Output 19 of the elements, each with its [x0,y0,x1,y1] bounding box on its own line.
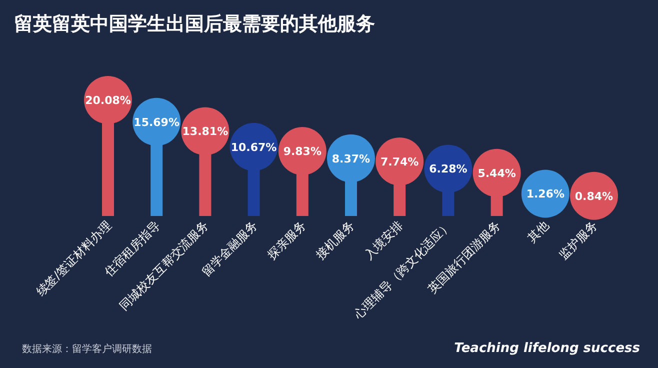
x-tick-label: 监护服务 [556,218,600,262]
data-label: 1.26% [526,188,564,201]
data-label: 6.28% [429,162,468,176]
chart-title: 留英留英中国学生出国后最需要的其他服务 [14,13,375,35]
x-tick-label: 其他 [524,218,552,246]
data-label: 13.81% [182,125,228,138]
text: Teaching lifelong success [454,341,640,356]
data-label: 9.83% [283,145,322,158]
x-tick-label: 入境安排 [362,218,406,262]
source-note: 数据来源：留学客户调研数据 [22,343,152,355]
x-tick-label: 探亲服务 [264,218,309,262]
data-label: 7.74% [380,155,419,168]
data-label: 10.67% [230,140,277,154]
data-label: 20.08% [85,94,131,107]
data-label: 0.84% [574,190,614,203]
data-label: 8.37% [332,152,370,166]
data-label: 5.44% [478,166,516,180]
data-label: 15.69% [134,116,180,129]
x-tick-label: 接机服务 [313,218,358,262]
